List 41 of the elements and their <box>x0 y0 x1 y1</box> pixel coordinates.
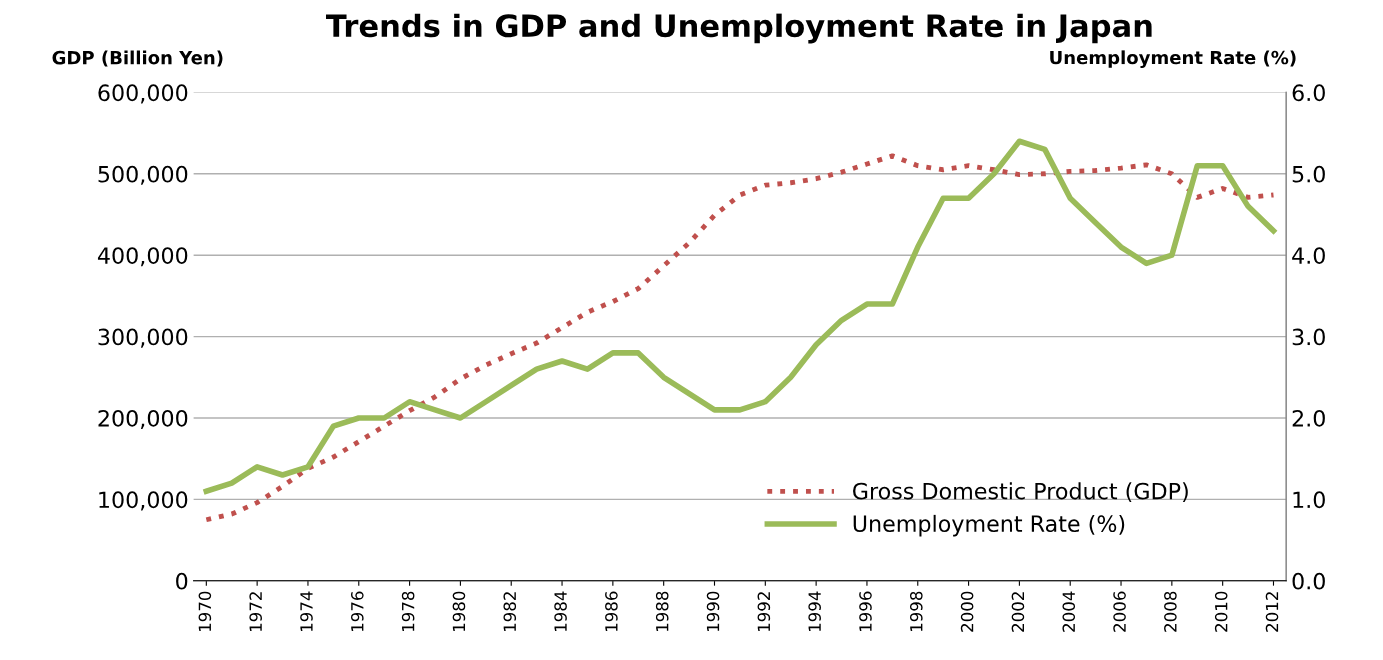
x-tick-label: 2010 <box>1214 591 1228 632</box>
legend-label: Gross Domestic Product (GDP) <box>853 482 1188 503</box>
x-tick-label: 1990 <box>706 591 720 632</box>
x-tick-label: 2000 <box>960 591 974 632</box>
x-tick-label: 1978 <box>401 591 415 632</box>
x-tick-label: 1972 <box>249 592 262 632</box>
x-tick-label: 1998 <box>909 591 923 632</box>
x-tick-label: 2002 <box>1011 592 1025 632</box>
x-tick-label: 1994 <box>808 591 821 632</box>
y2-tick-label: 6.0 <box>1292 84 1325 102</box>
y-tick-label: 500,000 <box>98 165 188 185</box>
x-tick-label: 1988 <box>655 591 669 632</box>
x-tick-label: 1974 <box>300 591 313 632</box>
y2-tick-label: 2.0 <box>1292 409 1325 427</box>
y2-tick-label: 1.0 <box>1293 491 1325 509</box>
x-tick-label: 1976 <box>351 591 364 632</box>
x-tick-label: 1980 <box>452 591 466 632</box>
x-tick-label: 2012 <box>1265 592 1279 632</box>
x-tick-label: 1992 <box>757 592 771 632</box>
y-tick-label: 200,000 <box>98 409 188 430</box>
x-tick-label: 2004 <box>1062 591 1076 632</box>
x-tick-label: 1982 <box>503 592 517 632</box>
y-tick-label: 300,000 <box>98 328 188 348</box>
legend-label: Unemployment Rate (%) <box>853 514 1125 537</box>
y2-tick-label: 3.0 <box>1292 328 1325 346</box>
x-tick-label: 1986 <box>605 591 618 632</box>
y-tick-label: 100,000 <box>99 491 188 511</box>
chart-title: Trends in GDP and Unemployment Rate in Japan <box>326 13 1152 44</box>
y2-axis-title: Unemployment Rate (%) <box>1050 50 1296 68</box>
y-tick-label: 400,000 <box>97 247 188 267</box>
x-tick-label: 1984 <box>554 591 567 632</box>
x-tick-label: 1970 <box>198 591 212 632</box>
x-tick-label: 2006 <box>1113 591 1126 632</box>
y2-tick-label: 0.0 <box>1292 572 1325 590</box>
y-tick-label: 600,000 <box>98 84 188 104</box>
y-axis-title: GDP (Billion Yen) <box>52 50 223 67</box>
y-tick-label: 0 <box>176 572 188 590</box>
x-tick-label: 1996 <box>859 591 872 632</box>
y2-tick-label: 4.0 <box>1292 247 1325 264</box>
x-tick-label: 2008 <box>1164 591 1177 632</box>
y2-tick-label: 5.0 <box>1292 165 1325 183</box>
